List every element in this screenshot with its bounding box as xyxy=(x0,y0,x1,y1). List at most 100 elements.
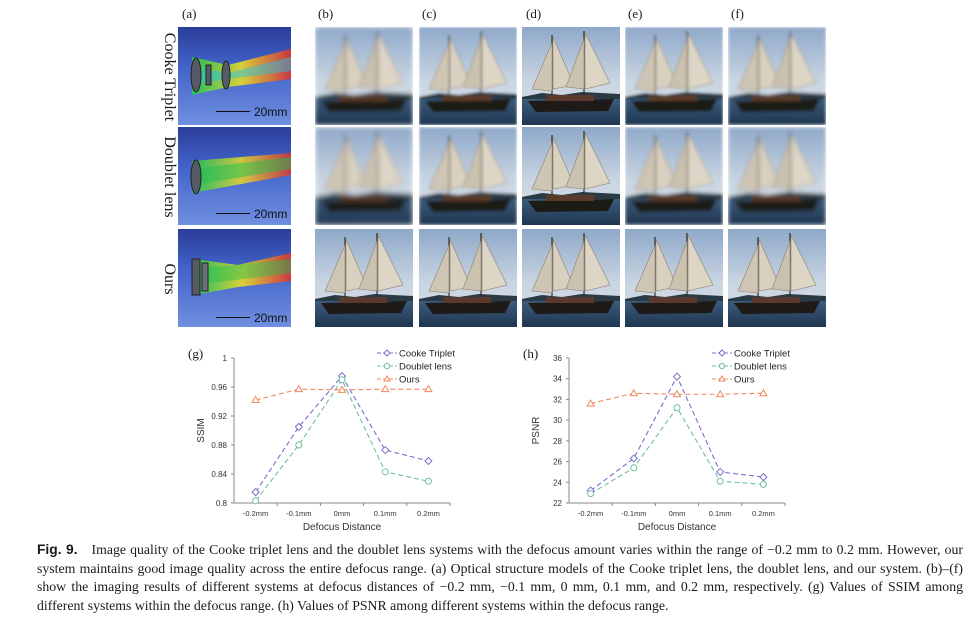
row-label-ours: Ours xyxy=(161,263,178,295)
sailboat-image xyxy=(315,229,413,327)
data-point xyxy=(252,497,260,505)
x-tick-label: -0.2mm xyxy=(243,509,268,518)
sailboat-image xyxy=(728,229,826,327)
y-tick-label: 1 xyxy=(223,354,228,363)
legend-label: Doublet lens xyxy=(734,362,787,373)
data-point xyxy=(424,384,433,393)
sailboat-image xyxy=(625,229,723,327)
scale-bar-ours: 20mm xyxy=(254,311,288,325)
panel-label-d: (d) xyxy=(526,6,542,21)
data-point xyxy=(715,389,725,398)
ssim-chart: 0.8 0.84 0.88 0.92 0.96 1 -0.2mm -0.1mm 0mm 0.1mm… xyxy=(196,349,455,534)
y-axis-label: SSIM xyxy=(196,418,207,442)
data-point xyxy=(586,399,595,407)
sailboat-image xyxy=(728,127,826,225)
sailboat-image xyxy=(419,27,517,125)
optic-model-cooke: 20mm xyxy=(178,27,291,125)
data-point xyxy=(629,454,639,463)
data-point xyxy=(380,384,390,393)
series-line xyxy=(590,392,764,405)
y-tick-label: 0.92 xyxy=(211,412,227,421)
x-tick-label: -0.1mm xyxy=(286,509,311,518)
data-point xyxy=(630,464,638,472)
data-point xyxy=(381,468,389,476)
x-tick-label: 0.2mm xyxy=(752,509,775,518)
data-point xyxy=(715,467,725,477)
scale-bar-doublet: 20mm xyxy=(254,207,288,221)
legend-label: Ours xyxy=(399,375,420,386)
panel-label-b: (b) xyxy=(318,6,334,21)
psnr-chart: 22 24 26 28 30 32 34 36 -0.2mm -0.1mm 0mm 0.1mm 0.2m… xyxy=(531,349,790,534)
data-point xyxy=(716,477,724,485)
optic-model-doublet: 20mm xyxy=(178,127,291,225)
data-point xyxy=(759,480,767,488)
legend-label: Ours xyxy=(734,375,755,386)
data-point xyxy=(759,388,768,397)
data-point xyxy=(295,441,303,449)
panel-label-c: (c) xyxy=(422,6,437,21)
y-tick-label: 32 xyxy=(553,395,562,404)
legend-label: Doublet lens xyxy=(399,362,452,373)
y-tick-label: 22 xyxy=(553,499,562,508)
y-tick-label: 30 xyxy=(553,416,562,425)
data-point xyxy=(294,422,304,432)
sailboat-image xyxy=(315,127,413,225)
data-point xyxy=(759,472,768,482)
data-point xyxy=(672,389,682,398)
x-tick-label: 0mm xyxy=(669,509,686,518)
y-tick-label: 28 xyxy=(553,437,562,446)
x-axis-label: Defocus Distance xyxy=(303,522,382,533)
sailboat-image xyxy=(315,27,413,125)
y-tick-label: 26 xyxy=(553,458,562,467)
legend-marker xyxy=(383,375,391,382)
series-line xyxy=(255,378,429,502)
data-point xyxy=(672,372,682,381)
data-point xyxy=(424,456,433,466)
y-tick-label: 0.88 xyxy=(211,441,227,450)
scale-bar-cooke: 20mm xyxy=(254,105,288,119)
figure-caption: Fig. 9. Image quality of the Cooke triple… xyxy=(37,541,963,615)
x-tick-label: 0mm xyxy=(334,509,351,518)
legend-label: Cooke Triplet xyxy=(399,349,455,360)
legend-marker xyxy=(383,362,391,370)
x-tick-label: 0.1mm xyxy=(709,509,732,518)
sailboat-image xyxy=(522,27,620,125)
sailboat-image xyxy=(522,127,620,225)
sailboat-image xyxy=(419,127,517,225)
y-axis-label: PSNR xyxy=(531,417,542,445)
sailboat-image xyxy=(625,127,723,225)
y-tick-label: 36 xyxy=(553,354,562,363)
data-point xyxy=(673,404,681,412)
data-point xyxy=(380,445,390,455)
y-tick-label: 0.84 xyxy=(211,470,227,479)
data-point xyxy=(294,384,304,393)
legend-marker xyxy=(718,362,726,370)
legend-marker xyxy=(718,349,726,357)
row-label-cooke: Cooke Triplet xyxy=(161,32,178,122)
data-point xyxy=(337,385,347,393)
y-tick-label: 0.8 xyxy=(216,499,228,508)
data-point xyxy=(587,490,595,498)
y-tick-label: 34 xyxy=(553,375,562,384)
x-tick-label: 0.1mm xyxy=(374,509,397,518)
sailboat-image xyxy=(728,27,826,125)
caption-fig-label: Fig. 9. xyxy=(37,542,78,557)
x-axis-label: Defocus Distance xyxy=(638,522,717,533)
x-tick-label: 0.2mm xyxy=(417,509,440,518)
data-point xyxy=(338,376,346,384)
panel-label-h: (h) xyxy=(523,346,539,361)
series-line xyxy=(590,406,764,495)
data-point xyxy=(251,395,260,404)
legend-marker xyxy=(383,349,391,357)
caption-text: Image quality of the Cooke triplet lens … xyxy=(37,542,963,613)
sailboat-image xyxy=(419,229,517,327)
row-label-doublet: Doublet lens xyxy=(161,136,178,218)
y-tick-label: 0.96 xyxy=(211,383,227,392)
x-tick-label: -0.1mm xyxy=(621,509,646,518)
panel-label-e: (e) xyxy=(628,6,643,21)
panel-label-g: (g) xyxy=(188,346,204,361)
legend-marker xyxy=(718,375,726,382)
panel-label-a: (a) xyxy=(182,6,197,21)
data-point xyxy=(251,487,260,497)
